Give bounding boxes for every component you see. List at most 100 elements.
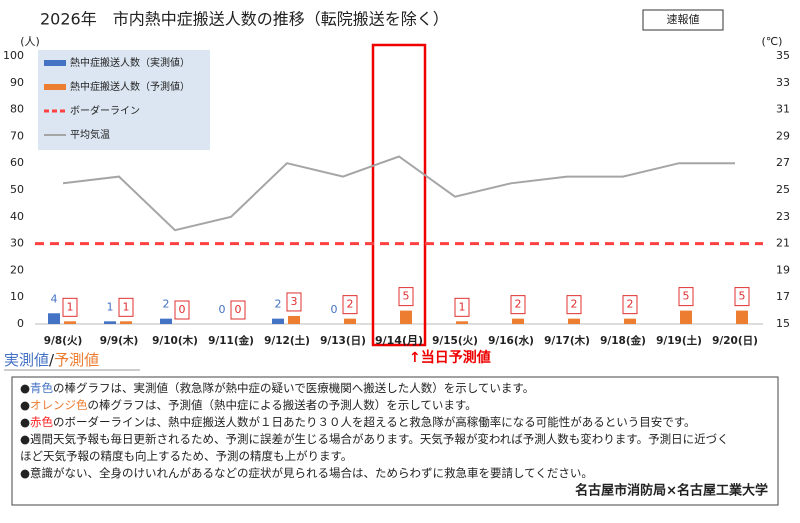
highlight-box — [371, 43, 427, 347]
value-label: 5 — [403, 290, 410, 303]
note: ●週間天気予報も毎日更新されるため、予測に誤差が生じる場合があります。天気予報が… — [20, 432, 729, 446]
note: ●オレンジ色の棒グラフは、予測値（熱中症による搬送者の予測人数）を示しています。 — [20, 398, 477, 412]
bar — [680, 310, 692, 324]
bar — [272, 318, 284, 324]
y2-tick-label: 35 — [776, 49, 790, 62]
mode-label: 実測値/予測値 — [4, 351, 99, 369]
note: ●青色の棒グラフは、実測値（救急隊が熱中症の疑いで医療機関へ搬送した人数）を示し… — [20, 381, 534, 395]
chart-title: 2026年 市内熱中症搬送人数の推移（転院搬送を除く） — [40, 10, 449, 29]
y2-tick-label: 27 — [776, 156, 790, 169]
y2-tick-label: 25 — [776, 183, 790, 196]
note-part: のボーダーラインは、熱中症搬送人数が１日あたり３０人を超えると救急隊が高稼働率に… — [53, 415, 696, 429]
x-tick-label: 9/19(土) — [656, 334, 702, 347]
value-label: 0 — [179, 303, 186, 316]
y-tick-label: 10 — [10, 290, 24, 303]
y2-tick-label: 21 — [776, 237, 790, 250]
x-tick-label: 9/16(水) — [488, 334, 534, 347]
value-label-box — [566, 295, 582, 315]
bar — [344, 318, 356, 324]
y-tick-label: 30 — [10, 237, 24, 250]
badge-box — [642, 9, 724, 31]
mode-label-part: 実測値 — [4, 351, 49, 369]
note-part: 青色 — [30, 381, 53, 395]
value-label: 0 — [235, 303, 242, 316]
value-label-box — [230, 300, 246, 320]
note-part: ● — [20, 381, 30, 395]
footer: 名古屋市消防局×名古屋工業大学 — [575, 483, 768, 499]
x-tick-label: 9/14(月) — [375, 334, 423, 347]
legend-label: 熱中症搬送人数（実測値） — [70, 56, 190, 69]
bar — [104, 321, 116, 324]
note-part: オレンジ色 — [30, 398, 88, 412]
value-label-box — [678, 287, 694, 307]
note: ●赤色のボーダーラインは、熱中症搬送人数が１日あたり３０人を超えると救急隊が高稼… — [20, 415, 696, 429]
y-tick-label: 60 — [10, 156, 24, 169]
x-tick-label: 9/13(日) — [320, 335, 366, 347]
highlight-label: ↑当日予測値 — [409, 349, 491, 366]
x-tick-label: 9/20(日) — [712, 335, 758, 347]
note-part: の棒グラフは、実測値（救急隊が熱中症の疑いで医療機関へ搬送した人数）を示していま… — [53, 381, 534, 395]
y-tick-label: 70 — [10, 129, 24, 142]
value-label-box — [286, 292, 302, 312]
bar — [568, 318, 580, 324]
temperature-line — [62, 155, 735, 232]
bar — [512, 318, 524, 324]
legend-box — [38, 50, 210, 150]
x-tick-label: 9/8(火) — [44, 335, 83, 347]
y-tick-label: 100 — [3, 49, 24, 62]
x-tick-label: 9/11(金) — [208, 334, 254, 347]
legend-label: 平均気温 — [70, 128, 110, 141]
legend-label: ボーダーライン — [70, 104, 140, 117]
y-tick-label: 40 — [10, 210, 24, 223]
bar — [288, 315, 300, 324]
y-tick-label: 50 — [10, 183, 24, 196]
note: ほど天気予報の精度も向上するため、予測の精度も上がります。 — [20, 449, 352, 463]
value-label: 1 — [107, 300, 114, 313]
value-label: 1 — [459, 300, 466, 313]
badge: 速報値 — [667, 13, 700, 26]
mode-label-part: 予測値 — [54, 351, 99, 369]
note-part: ●意識がない、全身のけいれんがあるなどの症状が見られる場合は、ためらわずに救急車… — [20, 466, 593, 480]
value-label-box — [398, 287, 414, 307]
bar — [624, 318, 636, 324]
value-label: 2 — [275, 298, 282, 311]
x-tick-label: 9/17(木) — [544, 334, 590, 347]
y2-tick-label: 19 — [776, 263, 790, 276]
y2-tick-label: 31 — [776, 103, 790, 116]
y-tick-label: 80 — [10, 103, 24, 116]
value-label: 5 — [739, 290, 746, 303]
y-axis-label: (人) — [20, 35, 40, 48]
note: ●意識がない、全身のけいれんがあるなどの症状が見られる場合は、ためらわずに救急車… — [20, 466, 593, 480]
y2-tick-label: 33 — [776, 76, 790, 89]
value-label-box — [174, 300, 190, 320]
bar — [736, 310, 748, 324]
value-label: 2 — [515, 298, 522, 311]
note-part: ● — [20, 415, 30, 429]
y-tick-label: 90 — [10, 76, 24, 89]
value-label: 2 — [347, 298, 354, 311]
bar — [400, 310, 412, 324]
y2-tick-label: 29 — [776, 129, 790, 142]
y2-tick-label: 17 — [776, 290, 790, 303]
y2-tick-label: 23 — [776, 210, 790, 223]
value-label-box — [342, 295, 358, 315]
y2-tick-label: 15 — [776, 317, 790, 330]
value-label: 2 — [163, 298, 170, 311]
value-label: 5 — [683, 290, 690, 303]
legend-symbol — [44, 60, 66, 66]
value-label-box — [62, 297, 78, 317]
legend-label: 熱中症搬送人数（予測値） — [70, 80, 190, 93]
value-label: 0 — [331, 303, 338, 316]
bar — [456, 321, 468, 324]
value-label-box — [734, 287, 750, 307]
mode-label-part: / — [49, 351, 55, 369]
value-label-box — [510, 295, 526, 315]
value-label: 4 — [51, 292, 58, 305]
x-tick-label: 9/12(土) — [264, 334, 310, 347]
note-part: ほど天気予報の精度も向上するため、予測の精度も上がります。 — [20, 449, 352, 463]
note-part: の棒グラフは、予測値（熱中症による搬送者の予測人数）を示しています。 — [88, 398, 477, 412]
value-label-box — [454, 297, 470, 317]
value-label: 0 — [219, 303, 226, 316]
x-tick-label: 9/15(火) — [432, 335, 478, 347]
